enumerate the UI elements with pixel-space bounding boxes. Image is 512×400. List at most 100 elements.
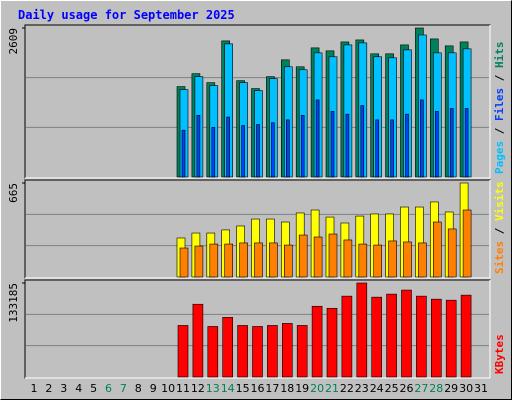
x-tick-label: 22 bbox=[340, 382, 354, 395]
x-tick-label: 14 bbox=[221, 382, 235, 395]
x-tick-label: 4 bbox=[75, 382, 82, 395]
legend: Sites / Visits bbox=[493, 181, 506, 274]
bar bbox=[281, 323, 293, 378]
legend-separator: / bbox=[493, 221, 506, 241]
bar bbox=[390, 119, 394, 178]
bar bbox=[177, 325, 189, 378]
legend-entry: Hits bbox=[493, 42, 506, 69]
bar bbox=[192, 303, 204, 378]
bar bbox=[356, 282, 368, 378]
x-tick-label: 28 bbox=[429, 382, 443, 395]
x-tick-label: 11 bbox=[176, 382, 190, 395]
bar bbox=[239, 242, 248, 278]
y-max-label: 2609 bbox=[7, 28, 20, 55]
bar bbox=[269, 242, 278, 278]
x-tick-label: 7 bbox=[120, 382, 127, 395]
bar bbox=[194, 245, 204, 278]
bar bbox=[328, 233, 338, 278]
bar bbox=[271, 122, 275, 178]
bar bbox=[315, 99, 320, 178]
bar bbox=[403, 241, 412, 278]
panel-edge bbox=[25, 25, 491, 179]
bar bbox=[420, 99, 424, 178]
bar bbox=[209, 243, 219, 278]
bar bbox=[432, 221, 442, 278]
bar bbox=[237, 325, 248, 378]
bar bbox=[358, 243, 368, 278]
bar bbox=[418, 242, 427, 278]
x-tick-label: 17 bbox=[265, 382, 279, 395]
bar bbox=[373, 244, 383, 278]
bar bbox=[222, 317, 233, 378]
x-tick-label: 27 bbox=[414, 382, 428, 395]
bar bbox=[285, 119, 290, 178]
legend-separator: / bbox=[493, 121, 506, 141]
legend: Pages / Files / Hits bbox=[493, 42, 506, 175]
x-tick-label: 9 bbox=[150, 382, 157, 395]
bar bbox=[313, 236, 323, 278]
bar bbox=[386, 293, 397, 378]
bar bbox=[207, 326, 219, 378]
bar bbox=[196, 115, 201, 178]
bar bbox=[181, 129, 186, 178]
x-tick-label: 13 bbox=[206, 382, 220, 395]
legend-entry: Files bbox=[493, 88, 506, 121]
x-tick-label: 3 bbox=[60, 382, 67, 395]
x-tick-label: 6 bbox=[105, 382, 112, 395]
legend-entry: Pages bbox=[493, 141, 506, 174]
legend-entry: Visits bbox=[493, 181, 506, 221]
bar bbox=[447, 228, 457, 278]
x-tick-label: 5 bbox=[90, 382, 97, 395]
bar bbox=[430, 298, 442, 378]
bar bbox=[375, 119, 380, 178]
bar bbox=[300, 115, 305, 178]
x-tick-label: 24 bbox=[370, 382, 384, 395]
bar bbox=[254, 242, 263, 278]
bar bbox=[326, 307, 338, 378]
chart-title: Daily usage for September 2025 bbox=[18, 8, 235, 22]
bar bbox=[226, 116, 230, 178]
bar bbox=[298, 234, 308, 278]
x-tick-label: 16 bbox=[251, 382, 265, 395]
bar bbox=[445, 299, 457, 378]
x-tick-label: 19 bbox=[295, 382, 309, 395]
x-tick-label: 12 bbox=[191, 382, 205, 395]
x-tick-label: 29 bbox=[444, 382, 458, 395]
bar bbox=[449, 108, 454, 178]
x-tick-label: 20 bbox=[310, 382, 324, 395]
bar bbox=[371, 296, 383, 378]
x-tick-label: 31 bbox=[474, 382, 488, 395]
x-tick-label: 15 bbox=[236, 382, 250, 395]
legend: KBytes bbox=[493, 334, 506, 374]
bar bbox=[267, 325, 278, 378]
bar bbox=[401, 289, 412, 378]
bar bbox=[330, 111, 335, 178]
bar bbox=[360, 105, 365, 178]
bar bbox=[405, 113, 409, 178]
x-tick-label: 25 bbox=[385, 382, 399, 395]
x-tick-label: 2 bbox=[45, 382, 52, 395]
panel-edge bbox=[25, 280, 491, 379]
x-tick-label: 18 bbox=[280, 382, 294, 395]
bar bbox=[416, 295, 427, 378]
bar bbox=[434, 111, 439, 178]
bar bbox=[241, 125, 245, 178]
bar bbox=[179, 247, 189, 278]
bar bbox=[460, 294, 472, 378]
x-tick-label: 23 bbox=[355, 382, 369, 395]
bar bbox=[388, 240, 397, 278]
y-max-label: 133185 bbox=[7, 283, 20, 323]
panel-edge bbox=[25, 180, 491, 279]
bar bbox=[464, 108, 469, 178]
x-tick-label: 8 bbox=[135, 382, 142, 395]
bar bbox=[224, 243, 233, 278]
bar bbox=[345, 113, 350, 178]
bar bbox=[462, 209, 472, 278]
bar bbox=[296, 325, 308, 378]
x-tick-label: 1 bbox=[31, 382, 38, 395]
bar bbox=[311, 305, 323, 378]
legend-separator: / bbox=[493, 68, 506, 88]
y-max-label: 665 bbox=[7, 183, 20, 203]
